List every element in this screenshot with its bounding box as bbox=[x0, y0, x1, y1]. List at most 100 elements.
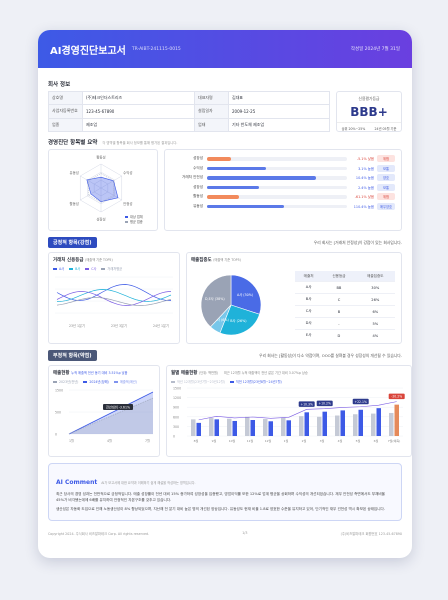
summary-item-track bbox=[207, 166, 347, 170]
monthly-x-label: 2월 bbox=[302, 438, 307, 443]
monthly-bar-current bbox=[340, 410, 345, 436]
grade-table-header: 매출집중도 bbox=[355, 271, 395, 282]
ai-text-2: 생산성은 자동화 도입으로 인해 노동생산성이 8% 향상되었으며, 지난해 전… bbox=[56, 507, 385, 511]
monthly-callout: -20.2% bbox=[391, 395, 402, 399]
radar-axis-label: 활동성 bbox=[96, 155, 105, 160]
area-title: 매출현황 bbox=[53, 371, 70, 376]
grade-table-cell: 5% bbox=[355, 317, 395, 330]
monthly-bar-prev bbox=[335, 415, 340, 436]
summary-item-track bbox=[207, 195, 347, 199]
monthly-chart: 1500 1200 900 600 300 0 8월 9월 10월 11월 12월 1월 2월 3월 4월 5… bbox=[173, 387, 405, 443]
legend-item: 2024년(당해) bbox=[83, 379, 108, 384]
monthly-callout: +10.3% bbox=[300, 402, 312, 406]
summary-item-fill bbox=[207, 176, 317, 180]
company-cell: 상호명 bbox=[48, 90, 83, 106]
legend-item: C사 bbox=[85, 266, 96, 271]
summary-item-pct: 110.4% 높음 bbox=[353, 204, 374, 209]
monthly-x-label: 8월 bbox=[194, 438, 199, 443]
company-cell: 123-45-67890 bbox=[81, 104, 196, 119]
company-cell: 기타 반도체 제조업 bbox=[228, 117, 330, 133]
monthly-bar-current bbox=[394, 404, 399, 436]
pie-slice bbox=[219, 304, 260, 336]
monthly-callout-bg bbox=[298, 401, 315, 407]
footer-page: 1/3 bbox=[242, 531, 248, 535]
summary-item-track bbox=[207, 176, 347, 180]
ai-comment-box: AI Comment AI가 보고서에 대한 요약과 이해하기 쉽게 해설을 작성… bbox=[48, 463, 402, 521]
area-x-label: 1월 bbox=[69, 438, 74, 443]
summary-item-fill bbox=[207, 166, 266, 170]
radar-legend-swatch bbox=[125, 216, 128, 218]
monthly-x-label: 9월 bbox=[212, 438, 217, 443]
summary-item-pct: 2.4% 높음 bbox=[358, 185, 374, 190]
pie-slice bbox=[200, 274, 232, 328]
monthly-x-label: 6월 bbox=[374, 438, 379, 443]
monthly-bar-current bbox=[322, 411, 327, 436]
summary-item: 유동성 110.4% 높음 매우양호 bbox=[171, 202, 395, 212]
summary-item: 성장성 2.4% 높음 보통 bbox=[171, 183, 395, 193]
report-card: AI경영진단보고서 TR-AIBT-241115-0015 작성일 2024년 … bbox=[38, 30, 412, 558]
area-chart: 1500 500 0 전년대비 -3.61% 1월 4월 7월 bbox=[55, 389, 154, 443]
summary-item-pct: 10.4% 높음 bbox=[355, 176, 374, 181]
radar-legend-label: 대상 업체 bbox=[130, 214, 143, 219]
grade-value: BBB+ bbox=[350, 105, 388, 119]
trend-series-line bbox=[56, 291, 172, 306]
summary-item-label: 유동성 bbox=[193, 203, 203, 208]
monthly-title: 월별 매출현황 bbox=[171, 371, 198, 376]
grade-table-cell: C사 bbox=[295, 305, 323, 318]
grade-table-cell: C bbox=[322, 293, 356, 306]
radar-axis bbox=[80, 175, 102, 189]
company-cell: 2009-12-25 bbox=[228, 104, 330, 119]
monthly-callout-bg bbox=[388, 393, 405, 400]
monthly-callout-bg bbox=[352, 398, 369, 405]
area-x-label: 4월 bbox=[107, 438, 112, 443]
company-cell: 대표자명 bbox=[194, 90, 230, 106]
grade-table-row: C사 B 6% bbox=[295, 305, 395, 318]
concentration-panel: 매출집중도 (매출액 기준 TOP5) A사 (30%) B사 (26%) C사 (… bbox=[186, 252, 402, 344]
grade-table-cell: D bbox=[322, 329, 356, 342]
monthly-y-tick: 1200 bbox=[173, 396, 181, 400]
summary-item-fill bbox=[207, 157, 231, 161]
company-cell: 김대표 bbox=[228, 90, 330, 106]
monthly-x-label: 1월 bbox=[284, 438, 289, 443]
monthly-y-tick: 0 bbox=[173, 435, 175, 439]
company-cell: 업종 bbox=[48, 117, 83, 133]
trend-series-line bbox=[56, 289, 172, 302]
summary-item-fill bbox=[207, 204, 284, 208]
grade-table-row: B사 C 26% bbox=[295, 293, 395, 306]
monthly-bar-prev bbox=[281, 417, 286, 436]
company-row: 업종 제조업 업태 기타 반도체 제조업 bbox=[48, 117, 330, 133]
area-callout-bg bbox=[103, 404, 133, 410]
summary-item-track bbox=[207, 185, 347, 189]
summary-item: 성장성 -5.1% 낮음 위험 bbox=[171, 154, 395, 164]
positive-label: 긍정적 항목(강점) bbox=[48, 237, 97, 248]
grade-table-cell: - bbox=[322, 317, 356, 330]
partner-grade-table: 매출처 신용등급 매출집중도 A사 BB 30% B사 C 26% C사 B 6% D사 -5% E사 D 4… bbox=[295, 271, 395, 342]
partner-grade-panel: 거래처 신용등급 (매출액 기준 TOP5) A사 B사 C사 거래처평균 23년 1… bbox=[48, 252, 180, 344]
monthly-bar-prev bbox=[263, 419, 268, 436]
trend-x-label: 23년 3분기 bbox=[111, 323, 127, 328]
grade-table-header: 신용등급 bbox=[322, 271, 356, 282]
grade-table-row: A사 BB 30% bbox=[295, 281, 395, 294]
radar-chart-box: 활동성 수익성 안정성 성장성 활동성 유동성 대상 업체 평균 업종 bbox=[48, 149, 158, 231]
summary-item-pct: -61.1% 낮음 bbox=[354, 195, 374, 200]
legend-item: 직전 12개월(23년8월~24년7월) bbox=[230, 379, 282, 384]
footer-copyright: Copyright 2024. 주식회사 비즈알파테크 Corp. All ri… bbox=[48, 532, 150, 536]
monthly-bar-prev bbox=[317, 416, 322, 436]
summary-item-tag: 위험 bbox=[377, 155, 395, 163]
monthly-bar-current bbox=[286, 420, 291, 436]
monthly-bar-prev bbox=[371, 413, 376, 436]
summary-item-label: 수익성 bbox=[193, 165, 203, 170]
legend-item: B사 bbox=[69, 266, 80, 271]
summary-item: 수익성 3.1% 높음 보통 bbox=[171, 164, 395, 174]
summary-item-fill bbox=[207, 195, 240, 199]
summary-item-tag: 양호 bbox=[377, 174, 395, 182]
monthly-y-tick: 900 bbox=[173, 406, 179, 410]
grade-table-row: E사 D 4% bbox=[295, 329, 395, 342]
area-callout: 전년대비 -3.61% bbox=[106, 404, 130, 409]
monthly-sales-panel: 월별 매출현황 (단위: 백만원) 최근 12개월 누적 매출액이 전년 같은 … bbox=[166, 365, 412, 457]
radar-legend-label: 평균 업종 bbox=[130, 219, 143, 224]
summary-item-tag: 위험 bbox=[377, 193, 395, 201]
grade-table-cell: 30% bbox=[355, 281, 395, 294]
grade-table-cell: D사 bbox=[295, 317, 323, 330]
summary-item: 거래처 안전성 10.4% 높음 양호 bbox=[171, 173, 395, 183]
